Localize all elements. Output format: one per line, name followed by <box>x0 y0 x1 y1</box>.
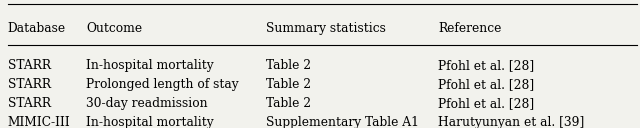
Text: STARR: STARR <box>8 59 51 72</box>
Text: Table 2: Table 2 <box>266 59 311 72</box>
Text: Pfohl et al. [28]: Pfohl et al. [28] <box>438 78 534 91</box>
Text: Database: Database <box>8 22 66 35</box>
Text: In-hospital mortality: In-hospital mortality <box>86 116 214 128</box>
Text: Outcome: Outcome <box>86 22 143 35</box>
Text: Prolonged length of stay: Prolonged length of stay <box>86 78 239 91</box>
Text: Harutyunyan et al. [39]: Harutyunyan et al. [39] <box>438 116 585 128</box>
Text: Summary statistics: Summary statistics <box>266 22 385 35</box>
Text: In-hospital mortality: In-hospital mortality <box>86 59 214 72</box>
Text: Reference: Reference <box>438 22 502 35</box>
Text: Table 2: Table 2 <box>266 78 311 91</box>
Text: MIMIC-III: MIMIC-III <box>8 116 70 128</box>
Text: Supplementary Table A1: Supplementary Table A1 <box>266 116 419 128</box>
Text: Pfohl et al. [28]: Pfohl et al. [28] <box>438 97 534 110</box>
Text: Pfohl et al. [28]: Pfohl et al. [28] <box>438 59 534 72</box>
Text: 30-day readmission: 30-day readmission <box>86 97 208 110</box>
Text: STARR: STARR <box>8 78 51 91</box>
Text: STARR: STARR <box>8 97 51 110</box>
Text: Table 2: Table 2 <box>266 97 311 110</box>
